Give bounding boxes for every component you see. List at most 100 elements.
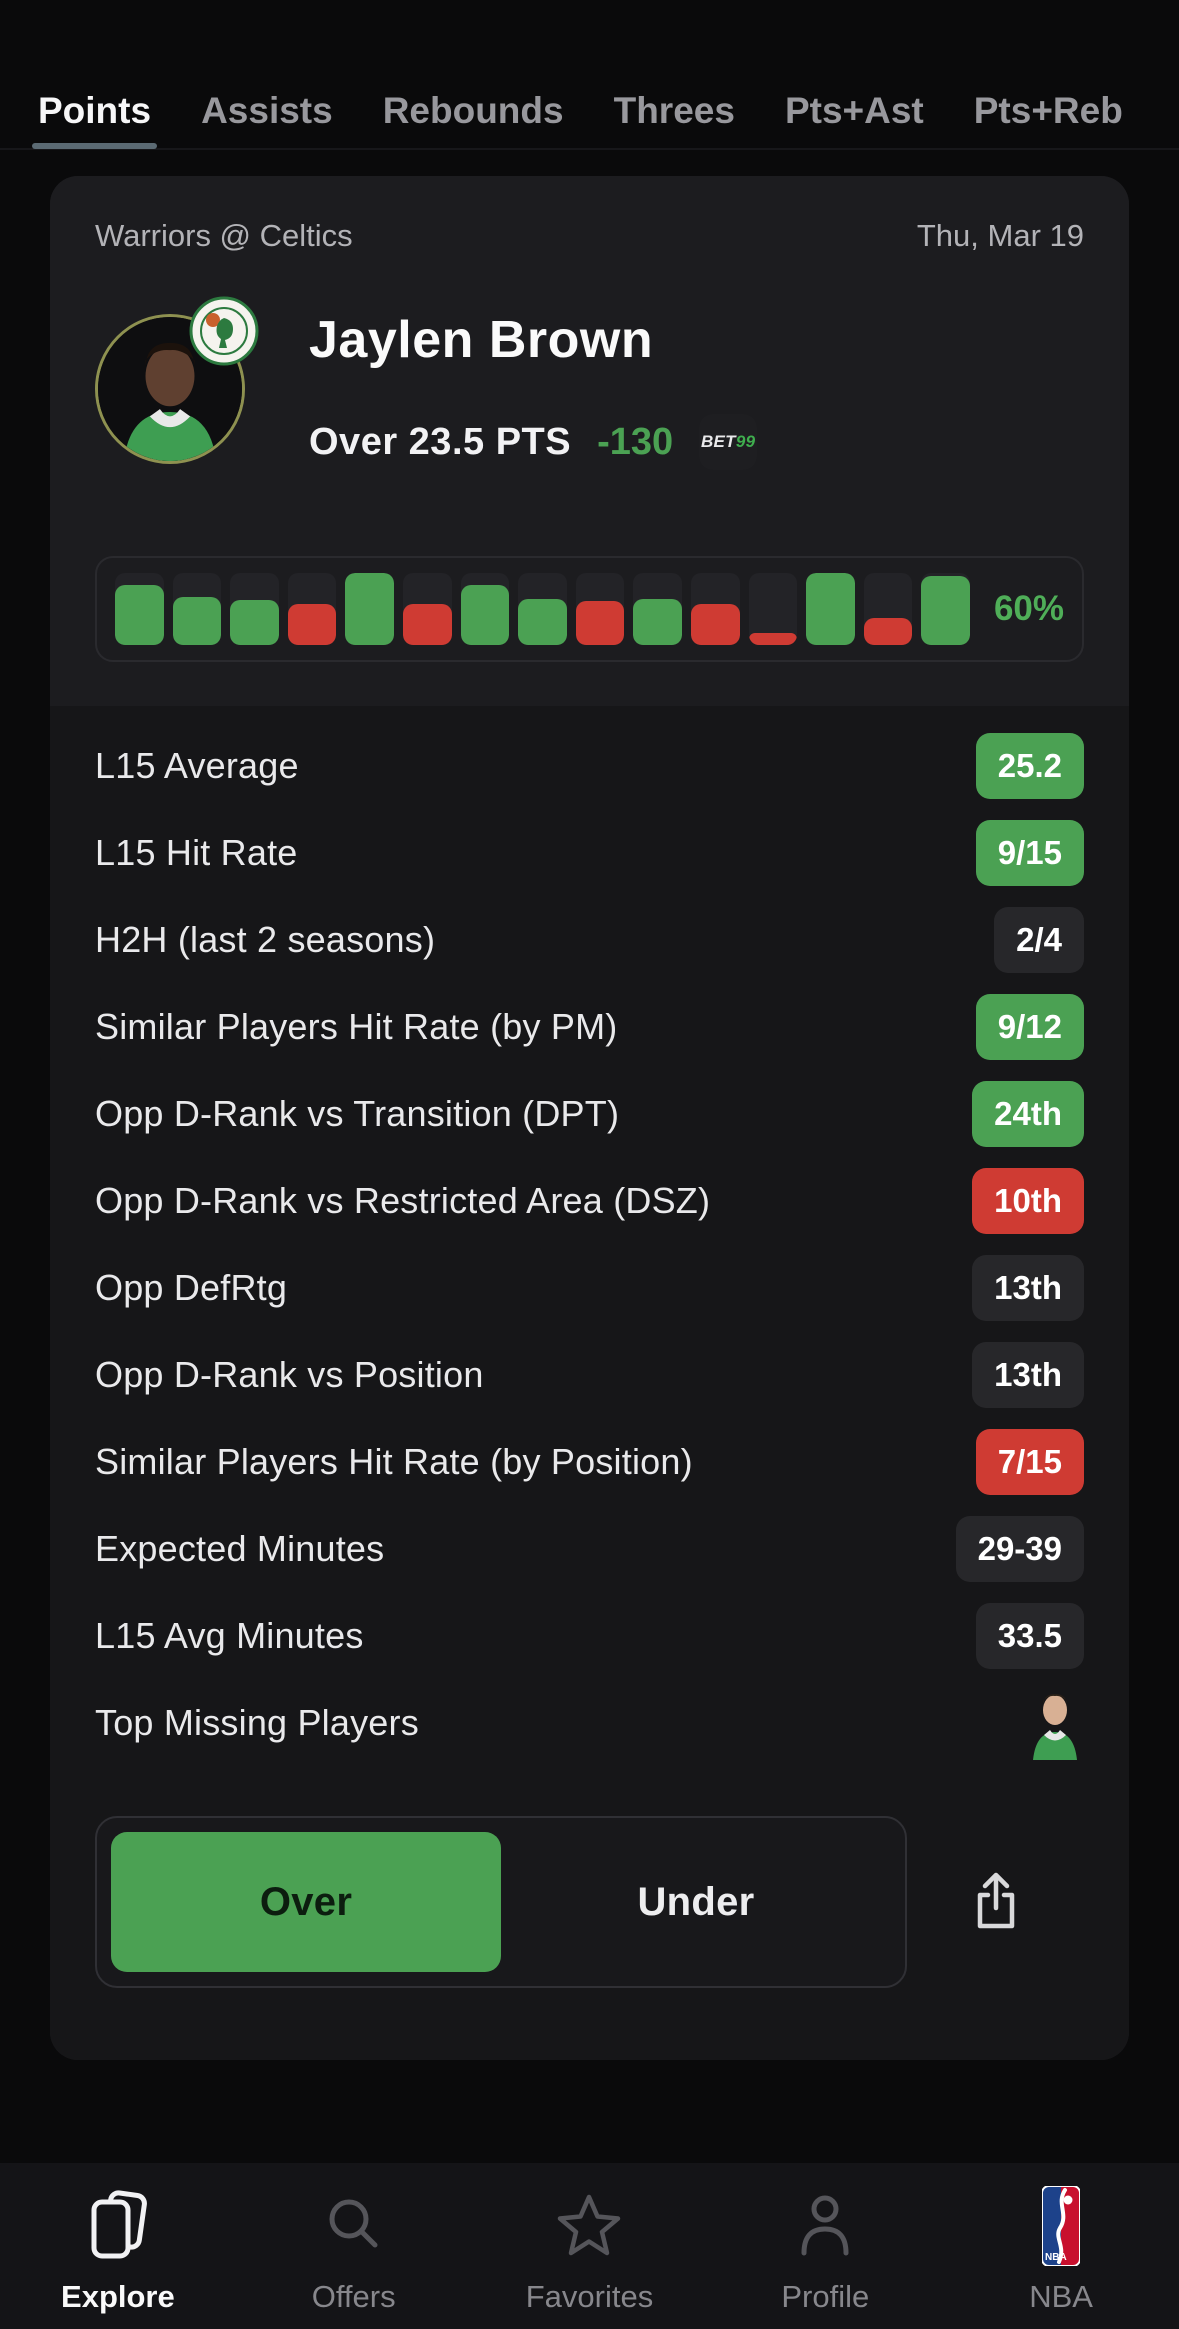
stat-row: Similar Players Hit Rate (by Position) 7… [95,1418,1084,1505]
miss-bar [575,601,625,645]
game-bar-slot [863,573,913,645]
search-icon [321,2187,387,2265]
stat-value-badge: 33.5 [975,1602,1084,1669]
game-bar-slot [402,573,452,645]
stat-row: Opp DefRtg 13th [95,1244,1084,1331]
game-date-label: Thu, Mar 19 [916,218,1084,253]
player-name: Jaylen Brown [309,311,654,369]
game-bar-slot [460,573,510,645]
nav-item-offers[interactable]: Offers [236,2187,472,2329]
stat-row: Opp D-Rank vs Position 13th [95,1331,1084,1418]
hit-bar [345,573,394,645]
stat-value-badge: 13th [972,1341,1084,1408]
nav-label: NBA [1029,2279,1093,2314]
stat-row: Opp D-Rank vs Restricted Area (DSZ) 10th [95,1157,1084,1244]
nav-label: Explore [61,2279,175,2314]
game-bar-slot [806,573,855,645]
hit-bar [633,598,682,645]
game-bar-slot [115,573,164,645]
miss-bar [402,603,452,645]
bet99-logo[interactable]: BET 99 [699,414,758,470]
nav-item-profile[interactable]: Profile [707,2187,943,2329]
nav-item-favorites[interactable]: Favorites [472,2187,708,2329]
stat-label: Opp D-Rank vs Restricted Area (DSZ) [95,1179,711,1221]
over-under-toggle: Over Under [95,1816,907,1988]
stat-row: Top Missing Players [95,1679,1084,1766]
share-button[interactable] [960,1860,1032,1945]
stat-label: Expected Minutes [95,1527,385,1569]
hit-miss-bars [115,573,970,645]
over-button[interactable]: Over [111,1832,501,1972]
bet-market-label: Over 23.5 PTS [309,420,572,463]
content: Warriors @ Celtics Thu, Mar 19 [0,176,1179,2060]
game-bar-slot [633,573,682,645]
prop-type-tabbar: Points Assists Rebounds Threes Pts+Ast Pts+Re… [0,0,1179,150]
nav-item-explore[interactable]: Explore [0,2187,236,2329]
stat-label: Similar Players Hit Rate (by Position) [95,1440,693,1482]
bottom-navigation: Explore Offers Favorites Profile NBA NBA [0,2163,1179,2329]
hit-bar [460,585,510,645]
game-bar-slot [690,573,740,645]
stat-value-badge: 9/12 [975,993,1084,1060]
stat-row: L15 Average 25.2 [95,722,1084,809]
game-bar-slot [287,573,337,645]
stat-row: L15 Avg Minutes 33.5 [95,1592,1084,1679]
miss-bar [748,632,798,645]
miss-bar [287,603,337,645]
prop-tab-pts-ast[interactable]: Pts+Ast [784,90,924,132]
stat-value-badge: 13th [972,1254,1084,1321]
hit-bar [172,597,222,645]
hit-rate-percent: 60% [993,589,1064,628]
nav-label: Profile [781,2279,870,2314]
game-bar-slot [172,573,222,645]
miss-bar [690,603,740,645]
profile-icon [794,2187,856,2265]
stat-value-badge: 25.2 [975,732,1084,799]
under-button[interactable]: Under [501,1832,891,1972]
share-icon [977,1872,1014,1928]
bet99-logo-text: BET [700,432,736,451]
player-prop-card: Warriors @ Celtics Thu, Mar 19 [50,176,1129,2060]
stat-label: Opp D-Rank vs Transition (DPT) [95,1092,620,1134]
stat-value-badge: 10th [972,1167,1084,1234]
stat-value-badge: 7/15 [975,1428,1084,1495]
stat-label: H2H (last 2 seasons) [95,918,436,960]
stat-value-badge: 9/15 [975,819,1084,886]
svg-text:NBA: NBA [1045,2252,1067,2263]
miss-bar [863,617,913,645]
prop-tab-threes[interactable]: Threes [613,90,735,132]
hit-bar [806,573,855,645]
stat-label: Opp D-Rank vs Position [95,1353,484,1395]
stat-label: Similar Players Hit Rate (by PM) [95,1005,618,1047]
player-avatar [95,296,259,464]
explore-cards-icon [82,2187,154,2265]
bet-line: Over 23.5 PTS -130 BET 99 [309,414,758,470]
star-icon [553,2187,625,2265]
stat-value-badge: 29-39 [955,1515,1084,1582]
nav-label: Offers [311,2279,396,2314]
game-bar-slot [518,573,567,645]
matchup-label: Warriors @ Celtics [95,218,353,253]
game-header: Warriors @ Celtics Thu, Mar 19 [95,218,1084,254]
stat-row: Similar Players Hit Rate (by PM) 9/12 [95,983,1084,1070]
prop-tab-pts-reb[interactable]: Pts+Reb [973,90,1123,132]
hit-bar [921,575,970,645]
player-header: Jaylen Brown Over 23.5 PTS -130 BET 99 [95,296,1084,470]
last-15-games-chart: 60% [95,556,1084,662]
game-bar-slot [575,573,625,645]
prop-tab-rebounds[interactable]: Rebounds [382,90,564,132]
game-bar-slot [345,573,394,645]
prop-tab-assists[interactable]: Assists [201,90,333,132]
game-bar-slot [921,573,970,645]
nav-item-nba[interactable]: NBA NBA [943,2186,1179,2329]
stat-value-badge: 2/4 [994,906,1084,973]
stat-row: Expected Minutes 29-39 [95,1505,1084,1592]
stat-row: L15 Hit Rate 9/15 [95,809,1084,896]
celtics-logo [189,296,259,366]
stat-label: L15 Avg Minutes [95,1614,364,1656]
hit-bar [518,598,567,645]
prop-tab-points[interactable]: Points [31,90,158,149]
actions-row: Over Under [50,1766,1129,2060]
game-bar-slot [230,573,279,645]
